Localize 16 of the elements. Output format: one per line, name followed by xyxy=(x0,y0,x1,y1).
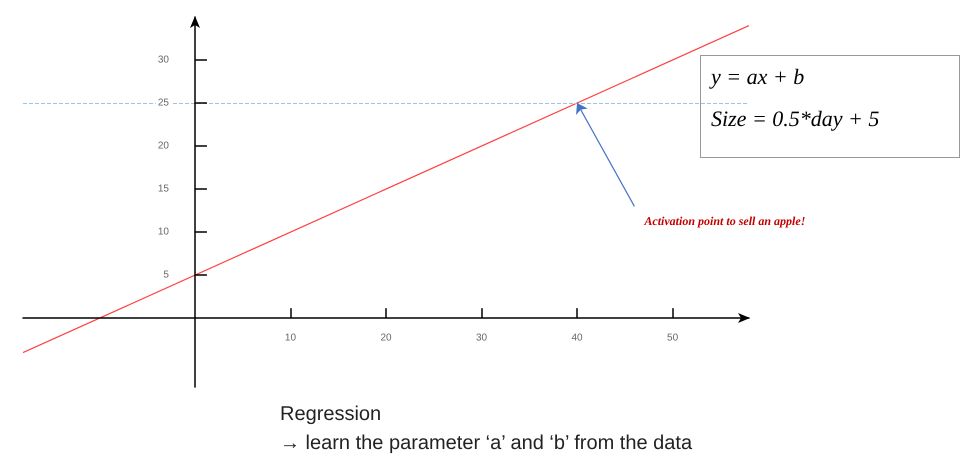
x-tick-label: 50 xyxy=(667,332,679,344)
text: → learn the parameter ‘a’ and ‘b’ from the data xyxy=(280,431,692,456)
annotation: Activation point to sell an apple! xyxy=(644,214,806,230)
x-tick-label: 10 xyxy=(284,332,296,344)
annotation: Size = 0.5*day + 5 xyxy=(711,106,880,132)
y-tick-label: 10 xyxy=(158,226,170,238)
annotation: y = ax + b xyxy=(711,64,806,90)
y-tick-label: 15 xyxy=(158,184,170,195)
x-tick-label: 40 xyxy=(571,332,584,344)
text: Regression xyxy=(280,402,382,427)
x-tick-label: 30 xyxy=(476,332,488,344)
y-tick-label: 20 xyxy=(158,140,170,152)
y-tick-label: 25 xyxy=(158,98,170,109)
x-tick-label: 20 xyxy=(380,332,392,344)
y-tick-label: 5 xyxy=(163,270,170,281)
y-tick-label: 30 xyxy=(158,54,170,66)
